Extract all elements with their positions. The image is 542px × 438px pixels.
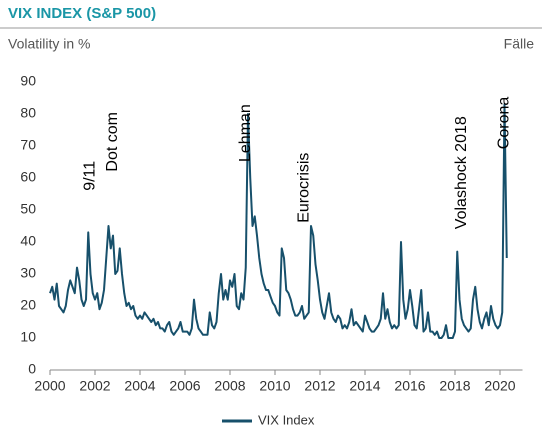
annotation: Dot com — [104, 112, 121, 172]
annotation: Lehman — [237, 104, 254, 162]
y-tick-label: 90 — [20, 73, 36, 89]
y-tick-label: 0 — [28, 361, 36, 377]
x-tick-label: 2000 — [34, 378, 65, 394]
right-label: Fälle — [504, 36, 535, 52]
x-tick-label: 2016 — [394, 378, 425, 394]
y-tick-label: 70 — [20, 137, 36, 153]
y-axis-label: Volatility in % — [8, 36, 90, 52]
annotation: 9/11 — [82, 161, 99, 191]
x-tick-label: 2010 — [259, 378, 290, 394]
chart-title: VIX INDEX (S&P 500) — [8, 5, 156, 22]
y-tick-label: 20 — [20, 297, 36, 313]
x-tick-label: 2002 — [79, 378, 110, 394]
x-tick-label: 2020 — [484, 378, 515, 394]
y-tick-label: 40 — [20, 233, 36, 249]
legend-label: VIX Index — [258, 412, 315, 427]
x-tick-label: 2018 — [439, 378, 470, 394]
annotation: Corona — [496, 97, 513, 150]
x-tick-label: 2004 — [124, 378, 155, 394]
annotation: Eurocrisis — [295, 153, 312, 223]
x-tick-label: 2014 — [349, 378, 380, 394]
y-tick-label: 60 — [20, 169, 36, 185]
data-line — [49, 103, 508, 339]
annotation: Volashock 2018 — [453, 116, 470, 229]
y-tick-label: 50 — [20, 201, 36, 217]
x-tick-label: 2006 — [169, 378, 200, 394]
y-tick-label: 80 — [20, 105, 36, 121]
y-tick-label: 10 — [20, 329, 36, 345]
x-tick-label: 2012 — [304, 378, 335, 394]
x-tick-label: 2008 — [214, 378, 245, 394]
y-tick-label: 30 — [20, 265, 36, 281]
